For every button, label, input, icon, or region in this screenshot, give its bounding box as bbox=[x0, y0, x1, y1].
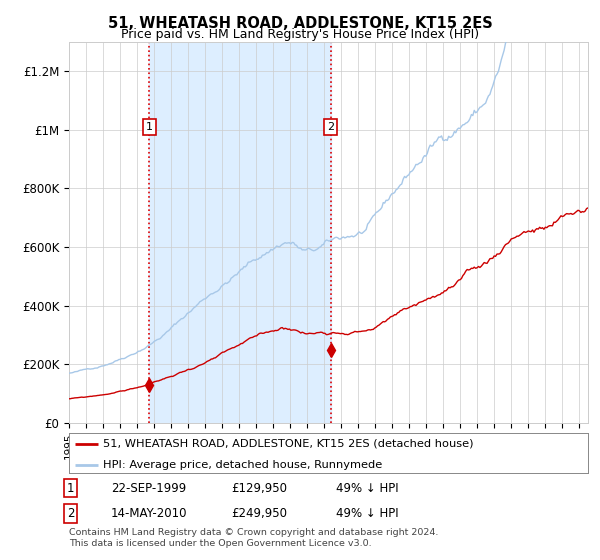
Text: Price paid vs. HM Land Registry's House Price Index (HPI): Price paid vs. HM Land Registry's House … bbox=[121, 28, 479, 41]
Text: 49% ↓ HPI: 49% ↓ HPI bbox=[336, 482, 398, 495]
Text: 1: 1 bbox=[146, 122, 153, 132]
Text: £129,950: £129,950 bbox=[231, 482, 287, 495]
Bar bbox=[149, 42, 331, 423]
Text: 2: 2 bbox=[67, 507, 74, 520]
Text: Contains HM Land Registry data © Crown copyright and database right 2024.
This d: Contains HM Land Registry data © Crown c… bbox=[69, 528, 439, 548]
Text: 51, WHEATASH ROAD, ADDLESTONE, KT15 2ES: 51, WHEATASH ROAD, ADDLESTONE, KT15 2ES bbox=[107, 16, 493, 31]
Text: 14-MAY-2010: 14-MAY-2010 bbox=[111, 507, 187, 520]
Text: 49% ↓ HPI: 49% ↓ HPI bbox=[336, 507, 398, 520]
Text: 51, WHEATASH ROAD, ADDLESTONE, KT15 2ES (detached house): 51, WHEATASH ROAD, ADDLESTONE, KT15 2ES … bbox=[103, 439, 473, 449]
Text: HPI: Average price, detached house, Runnymede: HPI: Average price, detached house, Runn… bbox=[103, 460, 382, 470]
Text: 22-SEP-1999: 22-SEP-1999 bbox=[111, 482, 186, 495]
Text: £249,950: £249,950 bbox=[231, 507, 287, 520]
Text: 1: 1 bbox=[67, 482, 74, 495]
Text: 2: 2 bbox=[327, 122, 334, 132]
